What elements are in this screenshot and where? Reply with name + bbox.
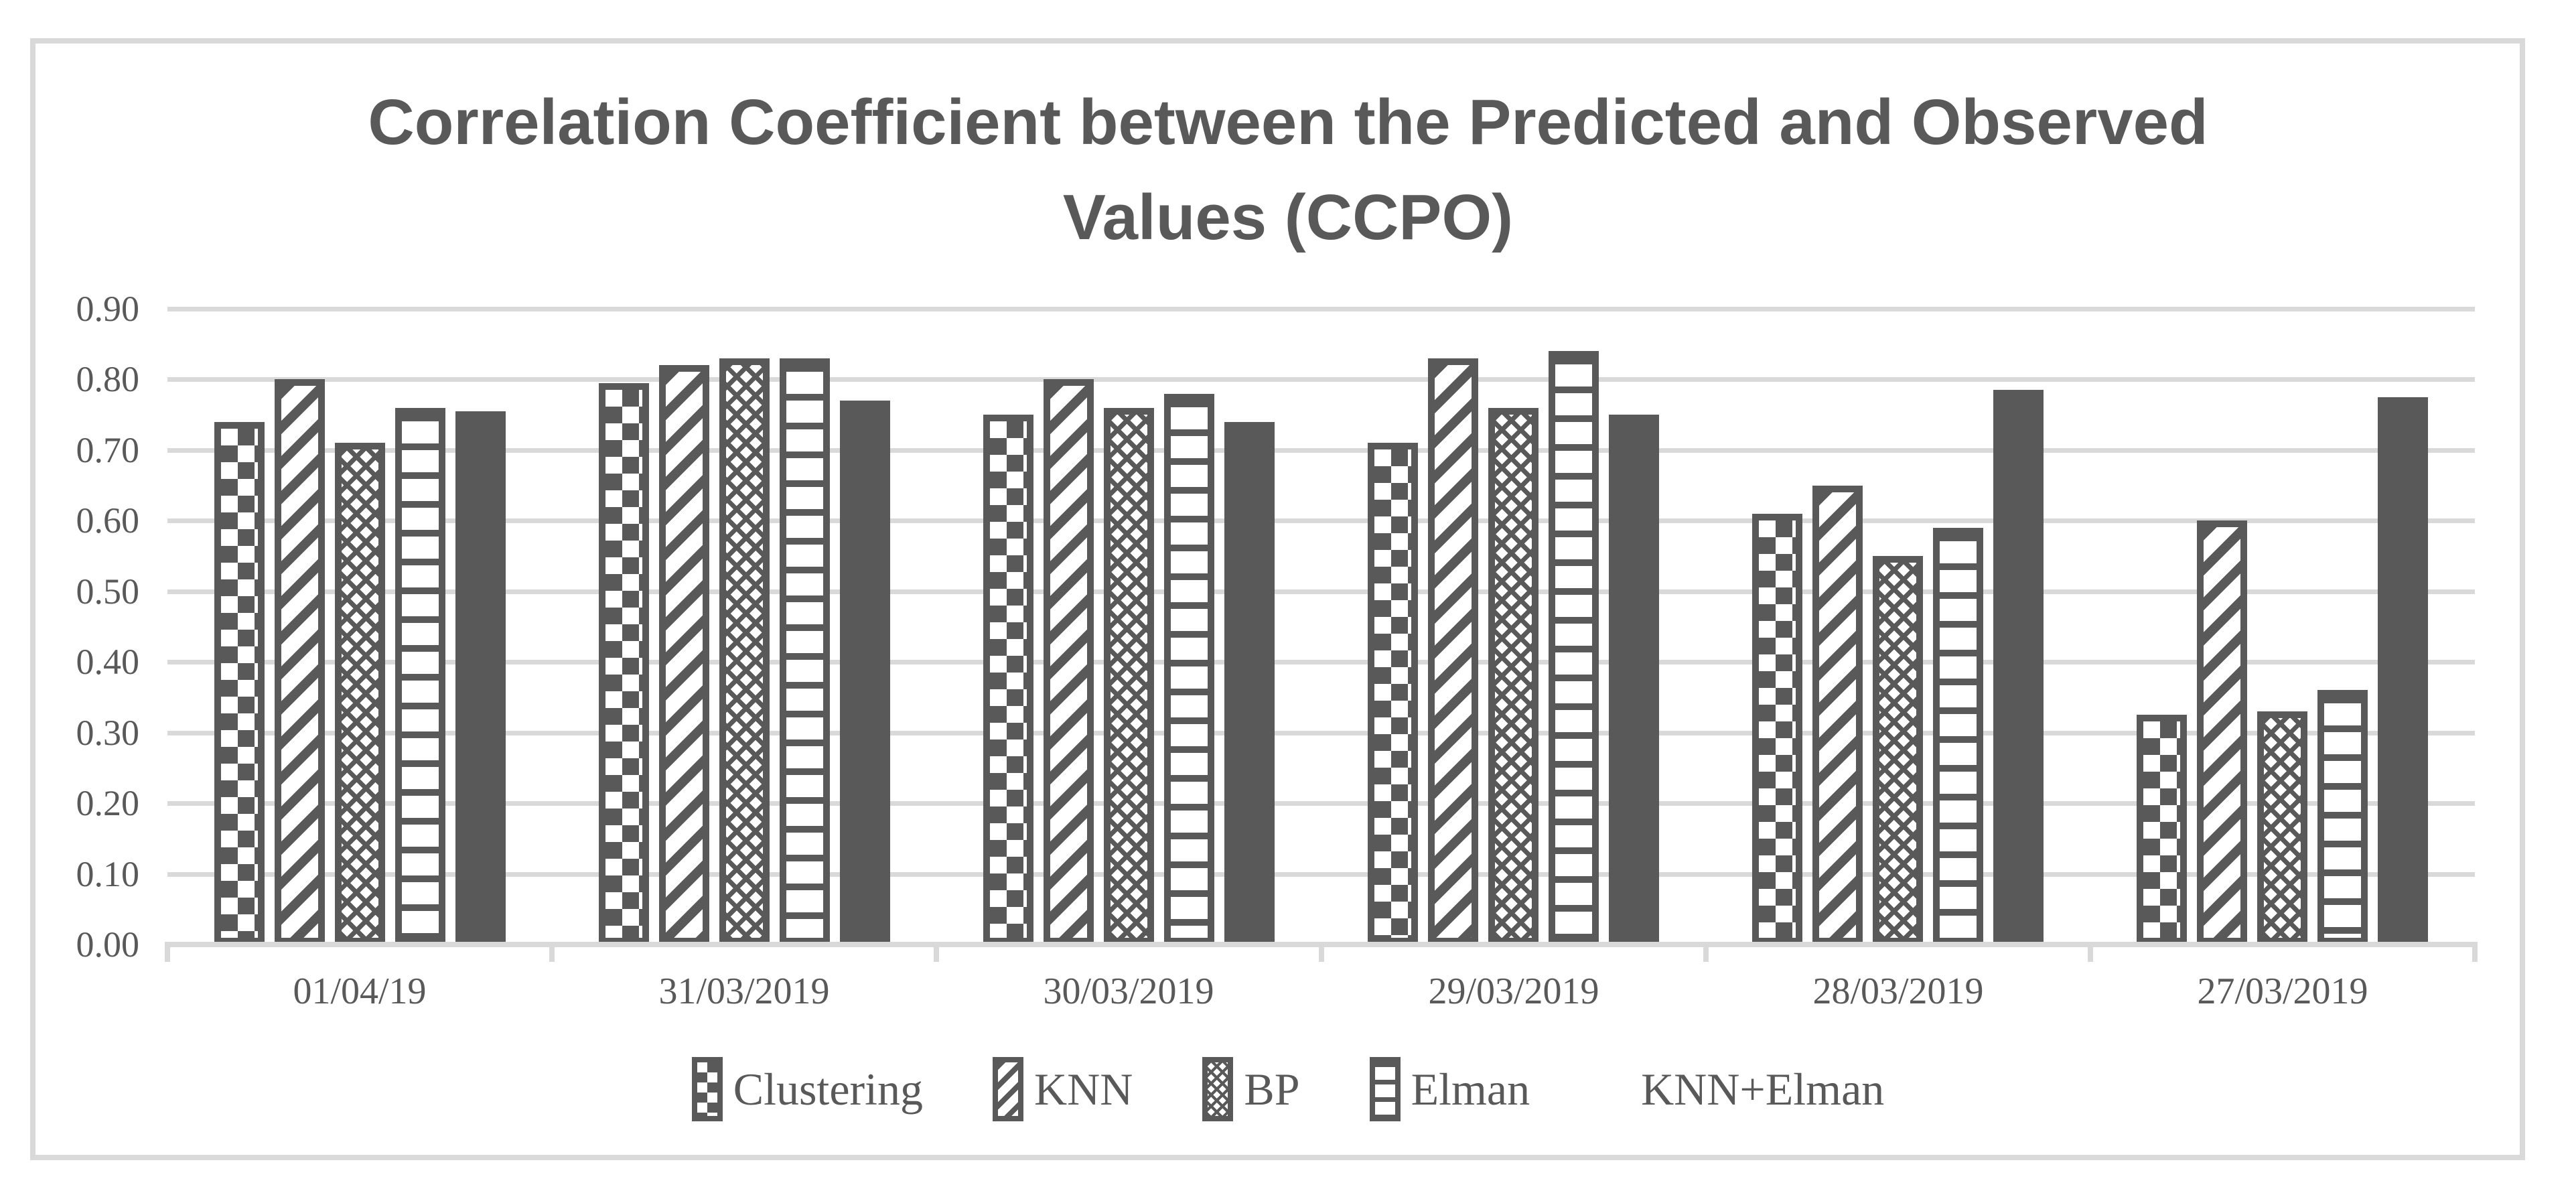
bar-knn-elman-01-04-19 (455, 411, 506, 944)
bar-bp-28-03-2019 (1873, 556, 1923, 944)
y-axis-label: 0.40 (76, 642, 140, 682)
bar-bp-31-03-2019 (719, 358, 770, 944)
checkerboard-swatch-icon (691, 1057, 723, 1121)
legend-item-bp: BP (1202, 1057, 1300, 1121)
bar-elman-27-03-2019 (2317, 690, 2368, 944)
bar-clustering-27-03-2019 (2137, 715, 2187, 944)
bar-clustering-01-04-19 (214, 422, 265, 944)
x-axis-tick (934, 942, 939, 962)
bar-bp-30-03-2019 (1104, 408, 1154, 944)
gridline-y-0.30 (167, 731, 2475, 735)
bar-knn-elman-29-03-2019 (1609, 415, 1659, 944)
legend-label-bp: BP (1244, 1063, 1300, 1115)
y-axis-label: 0.60 (76, 500, 140, 541)
x-axis-tick (2472, 942, 2478, 962)
bar-knn-28-03-2019 (1812, 486, 1863, 944)
legend-item-knn: KNN (993, 1057, 1133, 1121)
y-axis-label: 0.90 (76, 289, 140, 329)
y-axis-label: 0.70 (76, 430, 140, 470)
y-axis-label: 0.00 (76, 924, 140, 965)
x-axis-label: 28/03/2019 (1812, 971, 1984, 1012)
bar-knn-01-04-19 (275, 379, 325, 944)
x-axis-label: 29/03/2019 (1428, 971, 1599, 1012)
legend-item-knn-elman: KNN+Elman (1599, 1057, 1884, 1121)
bar-elman-28-03-2019 (1933, 528, 1983, 944)
legend-label-clustering: Clustering (733, 1063, 924, 1115)
gridline-y-0.80 (167, 377, 2475, 382)
bar-knn-elman-30-03-2019 (1224, 422, 1275, 944)
gridline-y-0.10 (167, 872, 2475, 877)
bar-clustering-30-03-2019 (983, 415, 1033, 944)
y-axis-label: 0.20 (76, 783, 140, 823)
dotted-diamond-swatch-icon (1202, 1057, 1234, 1121)
bar-clustering-29-03-2019 (1368, 443, 1418, 944)
legend-label-elman: Elman (1411, 1063, 1530, 1115)
bar-bp-29-03-2019 (1488, 408, 1539, 944)
bar-knn-elman-27-03-2019 (2378, 397, 2428, 944)
diagonal-stripes-swatch-icon (993, 1057, 1024, 1121)
bar-elman-30-03-2019 (1164, 394, 1214, 944)
bar-knn-27-03-2019 (2197, 520, 2247, 944)
bar-elman-01-04-19 (395, 408, 445, 944)
bar-knn-29-03-2019 (1428, 358, 1478, 944)
solid-swatch-icon (1599, 1057, 1631, 1121)
gridline-y-0.40 (167, 660, 2475, 664)
legend-label-knn-elman: KNN+Elman (1641, 1063, 1885, 1115)
bar-bp-27-03-2019 (2257, 711, 2307, 944)
y-axis-label: 0.10 (76, 854, 140, 894)
gridline-y-0.50 (167, 589, 2475, 594)
x-axis-label: 27/03/2019 (2197, 971, 2368, 1012)
bar-elman-29-03-2019 (1549, 351, 1599, 944)
gridline-y-0.60 (167, 518, 2475, 523)
chart-outer-border (30, 38, 2525, 1160)
bar-knn-elman-28-03-2019 (1993, 390, 2044, 944)
gridline-y-0.20 (167, 801, 2475, 806)
gridline-y-0.70 (167, 448, 2475, 453)
x-axis-label: 01/04/19 (293, 971, 427, 1012)
y-axis-label: 0.50 (76, 571, 140, 612)
y-axis-label: 0.80 (76, 359, 140, 399)
bar-clustering-31-03-2019 (599, 383, 649, 944)
x-axis-tick (1319, 942, 1324, 962)
bar-clustering-28-03-2019 (1752, 514, 1802, 944)
horizontal-lines-swatch-icon (1369, 1057, 1401, 1121)
x-axis-label: 30/03/2019 (1043, 971, 1214, 1012)
x-axis-label: 31/03/2019 (658, 971, 830, 1012)
gridline-y-0.90 (167, 307, 2475, 311)
chart-title-text: Correlation Coefficient between the Pred… (368, 86, 2208, 254)
legend: Clustering KNN BP Elman KNN+Elman (0, 1057, 2576, 1121)
bar-knn-elman-31-03-2019 (840, 401, 890, 944)
x-axis-tick (165, 942, 170, 962)
chart-title: Correlation Coefficient between the Pred… (0, 75, 2576, 265)
bar-elman-31-03-2019 (780, 358, 830, 944)
bar-bp-01-04-19 (335, 443, 385, 944)
bar-knn-30-03-2019 (1044, 379, 1094, 944)
legend-item-elman: Elman (1369, 1057, 1530, 1121)
legend-item-clustering: Clustering (691, 1057, 924, 1121)
legend-label-knn: KNN (1034, 1063, 1133, 1115)
x-axis-tick (1703, 942, 1709, 962)
x-axis-tick (549, 942, 555, 962)
x-axis-tick (2088, 942, 2093, 962)
y-axis-label: 0.30 (76, 713, 140, 753)
bar-knn-31-03-2019 (659, 365, 709, 944)
